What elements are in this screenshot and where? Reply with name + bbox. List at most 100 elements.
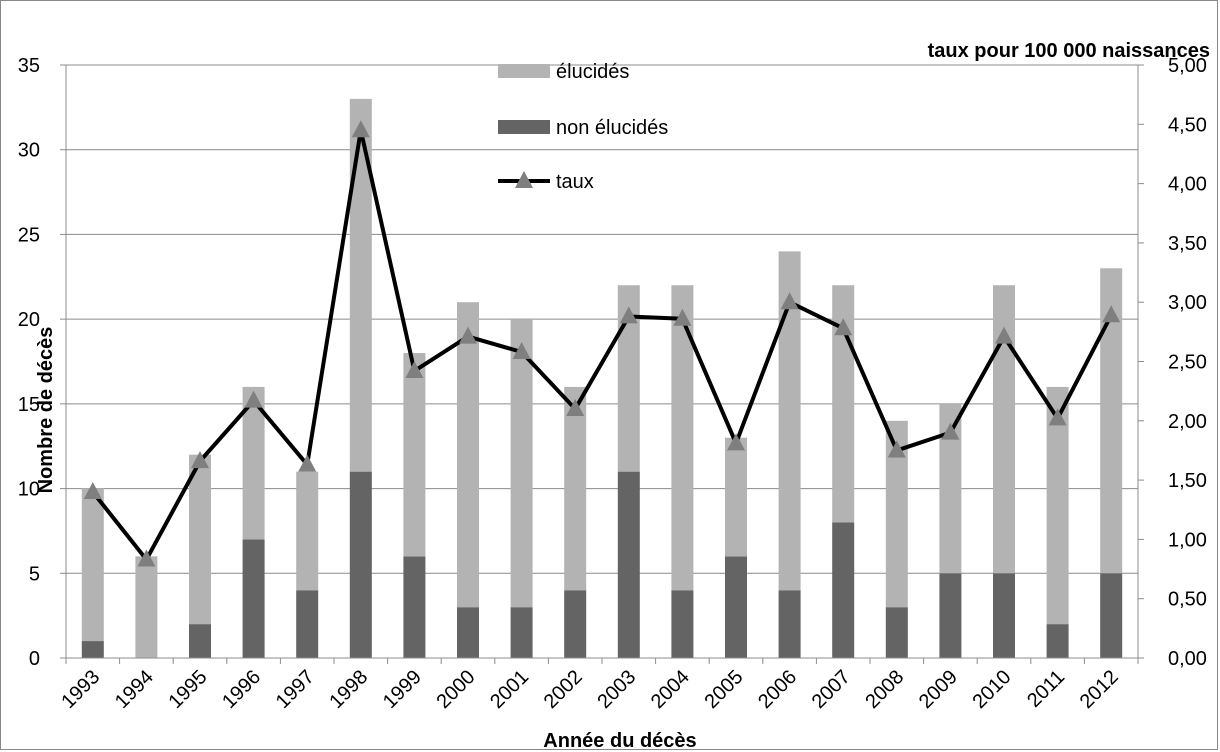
rate-marker (1048, 408, 1067, 426)
bar-non-elucides (189, 624, 211, 658)
x-tick-label: 2000 (433, 666, 480, 713)
bar-elucides (135, 556, 158, 658)
bar-non-elucides (564, 590, 587, 658)
y-tick-label: 5 (29, 563, 40, 585)
x-tick-label: 2008 (861, 666, 908, 713)
bar-elucides (671, 285, 694, 591)
rate-marker (298, 454, 317, 472)
y2-tick-label: 2,50 (1168, 352, 1207, 374)
rate-marker (351, 120, 370, 138)
y2-axis-title: taux pour 100 000 naissances (928, 40, 1210, 62)
bar-elucides (564, 386, 587, 591)
rate-marker (995, 326, 1013, 344)
bar-elucides (778, 251, 801, 591)
rate-marker (83, 481, 102, 499)
y-axis-title: Nombre de décès (35, 327, 57, 494)
y2-tick-label: 0,50 (1168, 589, 1207, 611)
y-tick-label: 20 (18, 309, 40, 331)
bar-elucides (725, 437, 747, 557)
legend-swatch-non-elucides (498, 120, 550, 134)
rate-marker (566, 398, 585, 416)
legend-label-taux: taux (556, 171, 594, 193)
bar-non-elucides (81, 641, 104, 658)
x-tick-label: 1995 (165, 666, 212, 713)
rate-marker (727, 433, 745, 451)
bar-non-elucides (671, 590, 694, 658)
rate-line-path (91, 128, 1113, 562)
y-tick-label: 10 (18, 479, 40, 501)
y-tick-label: 25 (18, 224, 40, 246)
x-tick-label: 2004 (647, 666, 694, 713)
bar-elucides (81, 488, 104, 642)
y2-tick-label: 1,00 (1168, 529, 1207, 551)
y2-tick-label: 2,00 (1168, 411, 1207, 433)
y2-tick-label: 3,00 (1168, 292, 1207, 314)
bar-non-elucides (403, 556, 426, 658)
rate-marker (1102, 305, 1121, 323)
x-tick-label: 2001 (486, 666, 533, 713)
bar-non-elucides (832, 522, 855, 658)
rate-marker (673, 308, 692, 326)
x-tick-label: 2007 (808, 666, 855, 713)
x-tick-label: 2006 (754, 666, 801, 713)
rate-marker (887, 440, 906, 458)
bar-non-elucides (1046, 624, 1069, 658)
bar-non-elucides (725, 556, 747, 658)
legend-swatch-elucides (498, 64, 550, 78)
legend-marker-taux (515, 171, 533, 188)
bar-non-elucides (778, 590, 801, 658)
x-tick-label: 1999 (379, 666, 426, 713)
x-tick-label: 2011 (1023, 666, 1069, 712)
bar-elucides (242, 386, 265, 540)
y2-tick-label: 3,50 (1168, 233, 1207, 255)
gridlines (66, 64, 1138, 574)
y-tick-label: 0 (29, 648, 40, 670)
rate-marker (619, 306, 638, 324)
bar-elucides (993, 285, 1015, 574)
bar-non-elucides (242, 539, 265, 658)
rate-line (83, 120, 1121, 567)
axes (60, 64, 1144, 664)
x-tick-label: 2005 (701, 666, 748, 713)
rate-marker (137, 549, 156, 567)
rate-marker (941, 422, 960, 440)
y2-tick-label: 0,00 (1168, 648, 1207, 670)
bar-elucides (349, 98, 372, 472)
rate-marker (512, 342, 531, 360)
x-tick-label: 1993 (57, 666, 104, 713)
rate-marker (244, 390, 263, 408)
bar-non-elucides (510, 607, 533, 658)
rate-marker (405, 360, 424, 378)
x-tick-label: 2009 (915, 666, 962, 713)
x-tick-label: 2010 (969, 666, 1016, 713)
bar-non-elucides (939, 573, 962, 658)
bar-non-elucides (349, 471, 372, 658)
legend-label-non-elucides: non élucidés (556, 117, 668, 139)
x-tick-label: 1994 (111, 666, 158, 713)
y2-tick-label: 4,50 (1168, 114, 1207, 136)
x-axis-title: Année du décès (543, 730, 696, 752)
bar-non-elucides (993, 573, 1015, 658)
bar-non-elucides (296, 590, 319, 658)
y-tick-label: 35 (18, 55, 40, 77)
x-tick-label: 1996 (218, 666, 265, 713)
bars (81, 98, 1123, 658)
bar-elucides (885, 420, 908, 608)
x-tick-label: 2012 (1076, 666, 1123, 713)
x-tick-label: 2003 (593, 666, 640, 713)
y-tick-label: 15 (18, 394, 40, 416)
rate-marker (459, 326, 477, 344)
bar-non-elucides (617, 471, 640, 658)
y2-tick-label: 1,50 (1168, 470, 1207, 492)
rate-marker (780, 292, 799, 310)
bar-non-elucides (885, 607, 908, 658)
y2-tick-label: 5,00 (1168, 55, 1207, 77)
x-tick-label: 1997 (272, 666, 319, 713)
rate-marker (834, 318, 853, 336)
bar-non-elucides (1100, 573, 1123, 658)
rate-marker (191, 451, 209, 469)
bar-elucides (189, 454, 211, 625)
y2-tick-label: 4,00 (1168, 174, 1207, 196)
